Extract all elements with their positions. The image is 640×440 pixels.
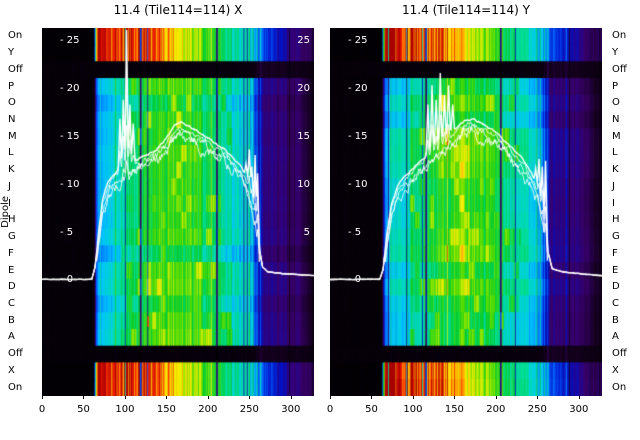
x-tick-mark <box>42 396 43 399</box>
dipole-tick-label-right: G <box>612 231 620 243</box>
x-tick-mark <box>290 396 292 399</box>
x-tick-mark <box>371 396 373 399</box>
y-tick-label-right: 15 <box>297 130 310 142</box>
x-tick-label: 250 <box>239 404 259 415</box>
dipole-tick-label-left: P <box>8 80 15 92</box>
panel-y-canvas <box>330 28 602 396</box>
y-tick-label-right: 5 <box>303 226 310 238</box>
y-tick-label: - 5 <box>348 226 362 238</box>
dipole-tick-label-left: F <box>8 247 14 259</box>
dipole-tick-label-left: H <box>8 214 16 226</box>
dipole-tick-label-left: X <box>8 364 15 376</box>
dipole-tick-label-left: M <box>8 130 17 142</box>
dipole-tick-label-right: D <box>612 281 620 293</box>
y-tick-label: - 20 <box>60 83 80 95</box>
y-tick-label-right: 10 <box>297 178 310 190</box>
y-tick-label: - 20 <box>348 83 368 95</box>
dipole-tick-label-left: G <box>8 231 16 243</box>
dipole-tick-label-left: O <box>8 97 16 109</box>
dipole-tick-label-right: L <box>612 147 618 159</box>
dipole-tick-label-right: F <box>612 247 618 259</box>
x-tick-label: 300 <box>281 404 301 415</box>
x-tick-label: 250 <box>527 404 547 415</box>
x-tick-mark <box>249 396 251 399</box>
dipole-tick-label-left: L <box>8 147 14 159</box>
dipole-tick-label-left: On <box>8 381 23 393</box>
dipole-tick-label-right: P <box>612 80 619 92</box>
y-tick-label: - 25 <box>60 35 80 47</box>
x-tick-mark <box>166 396 168 399</box>
dipole-tick-label-right: M <box>612 130 621 142</box>
dipole-tick-label-right: I <box>612 197 615 209</box>
x-tick-mark <box>578 396 580 399</box>
y-tick-label-right: 25 <box>297 35 310 47</box>
dipole-tick-label-right: O <box>612 97 620 109</box>
dipole-tick-label-right: On <box>612 30 627 42</box>
x-tick-label: 50 <box>365 404 378 415</box>
dipole-tick-label-right: Off <box>612 348 627 360</box>
x-tick-mark <box>207 396 209 399</box>
dipole-tick-label-left: I <box>8 197 11 209</box>
x-tick-label: 0 <box>38 404 46 415</box>
y-tick-label: - 0 <box>60 274 74 286</box>
y-tick-label-right: 20 <box>297 83 310 95</box>
dipole-tick-label-right: B <box>612 314 619 326</box>
dipole-tick-label-left: D <box>8 281 16 293</box>
y-tick-label: - 0 <box>348 274 362 286</box>
dipole-tick-label-left: J <box>8 180 11 192</box>
x-tick-label: 100 <box>115 404 135 415</box>
x-tick-mark <box>537 396 539 399</box>
x-tick-label: 300 <box>569 404 589 415</box>
x-tick-mark <box>495 396 497 399</box>
panel-y-title: 11.4 (Tile114=114) Y <box>402 3 530 17</box>
dipole-tick-label-left: Y <box>8 47 15 59</box>
panel-y-plot <box>330 28 602 396</box>
dipole-tick-label-right: C <box>612 298 619 309</box>
y-tick-label: - 10 <box>348 178 368 190</box>
x-tick-label: 0 <box>326 404 334 415</box>
y-tick-label: - 5 <box>60 226 74 238</box>
dipole-tick-label-left: On <box>8 30 23 42</box>
x-tick-mark <box>330 396 331 399</box>
dipole-tick-label-left: Off <box>8 63 23 75</box>
x-tick-label: 100 <box>403 404 423 415</box>
dipole-tick-label-left: K <box>8 164 15 176</box>
dipole-tick-label-right: H <box>612 214 620 226</box>
dipole-tick-label-right: On <box>612 381 627 393</box>
dipole-tick-label-right: Y <box>612 47 619 59</box>
y-tick-label: - 10 <box>60 178 80 190</box>
dipole-tick-label-left: B <box>8 314 15 326</box>
x-tick-label: 50 <box>77 404 90 415</box>
panel-x-title: 11.4 (Tile114=114) X <box>113 3 243 17</box>
dipole-tick-label-right: Off <box>612 63 627 75</box>
x-tick-label: 200 <box>486 404 506 415</box>
y-tick-label: - 25 <box>348 35 368 47</box>
x-tick-label: 150 <box>156 404 176 415</box>
x-tick-mark <box>83 396 85 399</box>
dipole-tick-label-left: E <box>8 264 15 276</box>
dipole-tick-label-left: Off <box>8 348 23 360</box>
x-tick-mark <box>124 396 126 399</box>
x-tick-mark <box>454 396 456 399</box>
dipole-tick-label-right: N <box>612 114 620 125</box>
x-tick-mark <box>412 396 414 399</box>
x-tick-label: 150 <box>444 404 464 415</box>
dipole-tick-label-right: X <box>612 364 619 376</box>
dipole-tick-label-right: K <box>612 164 619 176</box>
y-tick-label: - 15 <box>60 130 80 142</box>
panel-x-canvas <box>42 28 314 396</box>
dipole-tick-label-right: E <box>612 264 619 276</box>
dipole-tick-label-right: J <box>612 180 615 192</box>
panel-x-plot <box>42 28 314 396</box>
dipole-tick-label-left: A <box>8 331 15 343</box>
x-tick-label: 200 <box>198 404 218 415</box>
y-tick-label: - 15 <box>348 130 368 142</box>
dipole-tick-label-left: N <box>8 114 16 125</box>
dipole-tick-label-right: A <box>612 331 619 343</box>
dipole-tick-label-left: C <box>8 298 15 309</box>
